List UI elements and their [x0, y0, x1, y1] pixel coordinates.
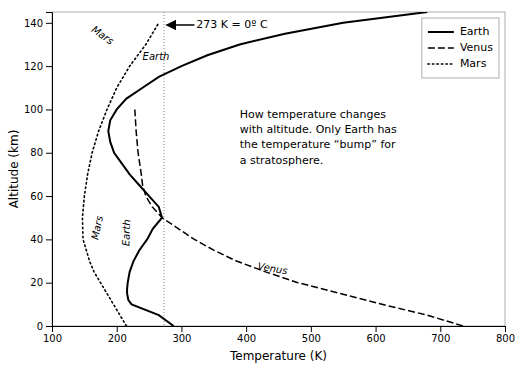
x-tick-label: 800: [496, 333, 515, 344]
y-tick: 0: [37, 321, 52, 332]
y-tick: 80: [30, 147, 52, 158]
legend-swatch: [428, 47, 454, 49]
y-axis-title: Altitude (km): [7, 130, 21, 209]
plot-area: 100 200 300 400 500 600 700 800 0 20 40 60 80 100 120 1…: [24, 12, 515, 344]
plot-frame: [52, 12, 505, 326]
x-tick-mark: [440, 326, 441, 332]
annotation-arrow: [167, 24, 195, 26]
x-tick-label: 200: [108, 333, 127, 344]
series-line: [135, 109, 463, 326]
x-tick-mark: [246, 326, 247, 332]
y-tick: 20: [30, 277, 52, 288]
legend-label: Earth: [460, 25, 490, 38]
y-tick-mark: [46, 326, 52, 327]
annotations: 273 K = 0º C Earth Earth Mars Mars Venus How t…: [89, 18, 397, 276]
y-axis: 0 20 40 60 80 100 120 140: [24, 13, 53, 332]
y-tick: 100: [24, 104, 52, 115]
marks: [82, 12, 463, 326]
y-tick-label: 60: [30, 191, 43, 202]
y-tick: 40: [30, 234, 52, 245]
y-tick-mark: [46, 23, 52, 24]
y-tick-label: 80: [30, 147, 43, 158]
x-tick-mark: [376, 326, 377, 332]
x-tick: 500: [302, 326, 321, 344]
y-tick-mark: [46, 109, 52, 110]
x-tick-mark: [117, 326, 118, 332]
x-tick-label: 300: [172, 333, 191, 344]
x-axis-title: Temperature (K): [229, 349, 327, 363]
legend-label: Venus: [460, 41, 493, 54]
legend-swatch: [428, 63, 454, 65]
x-tick-label: 500: [302, 333, 321, 344]
x-tick: 100: [43, 326, 62, 344]
text-line: a stratosphere.: [240, 154, 324, 167]
chart-svg: 100 200 300 400 500 600 700 800 0 20 40 60 80 100 120 1…: [0, 0, 519, 366]
y-tick-mark: [46, 66, 52, 67]
x-tick: 200: [108, 326, 127, 344]
y-tick-mark: [46, 196, 52, 197]
y-tick-mark: [46, 239, 52, 240]
x-tick-mark: [311, 326, 312, 332]
annotation: 273 K = 0º C: [196, 18, 268, 31]
y-axis-line: [46, 13, 53, 327]
curve-label: Earth: [143, 51, 170, 62]
curve-label: Venus: [257, 260, 289, 276]
x-tick: 300: [172, 326, 191, 344]
x-tick-label: 400: [237, 333, 256, 344]
x-tick-label: 700: [431, 333, 450, 344]
text-line: How temperature changes: [240, 108, 387, 121]
y-tick: 140: [24, 18, 52, 29]
y-tick: 120: [24, 61, 52, 72]
series-line: [108, 12, 427, 326]
y-tick-label: 20: [30, 277, 43, 288]
y-tick-label: 120: [24, 61, 43, 72]
text-line: the temperature “bump” for: [240, 138, 396, 151]
legend: Earth Venus Mars: [422, 18, 499, 78]
x-tick: 400: [237, 326, 256, 344]
x-axis-line: [53, 327, 506, 333]
y-tick-label: 40: [30, 234, 43, 245]
chart-container: 100 200 300 400 500 600 700 800 0 20 40 60 80 100 120 1…: [0, 0, 519, 366]
text-box: How temperature changes with altitude. On…: [240, 108, 397, 167]
x-axis: 100 200 300 400 500 600 700 800: [43, 326, 515, 344]
y-tick-label: 0: [37, 321, 43, 332]
x-tick-mark: [181, 326, 182, 332]
y-tick-label: 100: [24, 104, 43, 115]
legend-label: Mars: [460, 57, 487, 70]
text-line: with altitude. Only Earth has: [240, 123, 397, 136]
x-tick: 600: [367, 326, 386, 344]
legend-frame: [422, 18, 499, 78]
x-tick-mark: [505, 326, 506, 332]
x-tick: 700: [431, 326, 450, 344]
y-tick-mark: [46, 283, 52, 284]
y-tick: 60: [30, 191, 52, 202]
x-tick-label: 600: [367, 333, 386, 344]
curve-label: Mars: [90, 24, 116, 47]
curve-label: Mars: [89, 215, 105, 241]
x-tick: 800: [496, 326, 515, 344]
x-tick-label: 100: [43, 333, 62, 344]
y-tick-mark: [46, 153, 52, 154]
curve-label: Earth: [120, 219, 132, 246]
series-line: [82, 23, 158, 326]
y-tick-label: 140: [24, 18, 43, 29]
legend-swatch: [428, 31, 454, 33]
